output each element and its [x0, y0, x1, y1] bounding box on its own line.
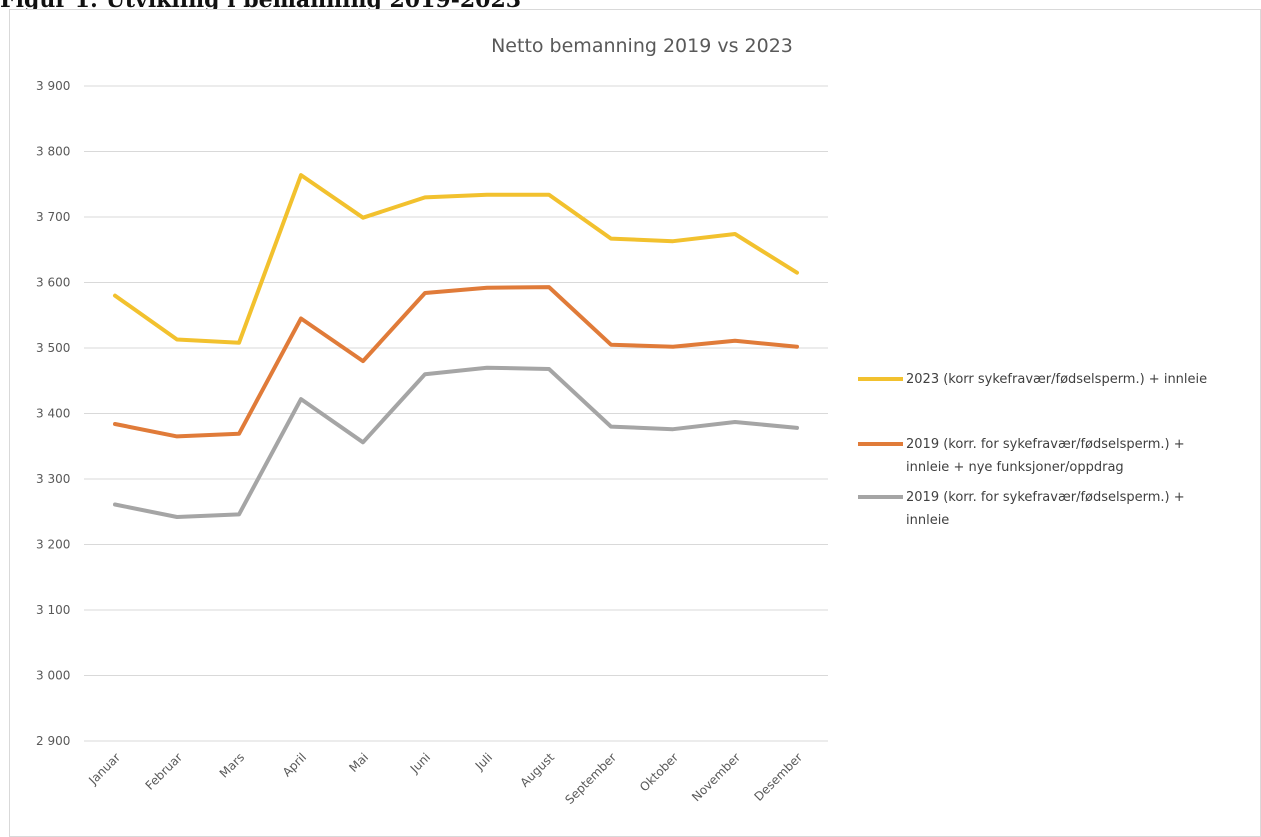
y-tick-label: 2 900	[36, 734, 70, 748]
series-line-1	[113, 173, 799, 345]
legend-label-2: innleie + nye funksjoner/oppdrag	[906, 460, 1124, 475]
x-tick-label: Februar	[143, 750, 186, 793]
gridlines	[84, 85, 828, 742]
y-tick-label: 3 800	[36, 145, 70, 159]
x-tick-label: September	[562, 750, 619, 807]
y-tick-label: 3 600	[36, 276, 70, 290]
series-line-2	[113, 285, 799, 439]
y-tick-label: 3 300	[36, 472, 70, 486]
x-tick-label: November	[689, 750, 743, 804]
x-tick-label: Oktober	[637, 750, 681, 794]
legend: 2023 (korr sykefravær/fødselsperm.) + in…	[858, 372, 1207, 528]
legend-label-1: 2023 (korr sykefravær/fødselsperm.) + in…	[906, 372, 1207, 387]
x-tick-label: Desember	[751, 750, 805, 804]
y-tick-label: 3 200	[36, 538, 70, 552]
y-tick-label: 3 100	[36, 603, 70, 617]
chart-title: Netto bemanning 2019 vs 2023	[491, 35, 793, 57]
x-tick-label: Juni	[407, 750, 433, 776]
legend-label-2: 2019 (korr. for sykefravær/fødselsperm.)…	[906, 437, 1185, 452]
legend-label-3: 2019 (korr. for sykefravær/fødselsperm.)…	[906, 490, 1185, 505]
x-tick-label: April	[280, 750, 309, 779]
series-lines	[113, 173, 799, 519]
y-tick-label: 3 700	[36, 210, 70, 224]
x-tick-label: August	[518, 750, 558, 790]
x-tick-label: Mars	[217, 750, 247, 780]
y-axis-tick-labels: 2 900 3 000 3 100 3 200 3 300 3 400 3 500 3 600…	[36, 79, 70, 748]
x-axis-tick-labels: Januar Februar Mars April Mai Juni Juli August S…	[85, 750, 805, 807]
x-tick-label: Januar	[85, 750, 123, 788]
x-tick-label: Juli	[472, 750, 495, 773]
y-tick-label: 3 000	[36, 669, 70, 683]
y-tick-label: 3 900	[36, 79, 70, 93]
y-tick-label: 3 400	[36, 407, 70, 421]
legend-label-3: innleie	[906, 513, 949, 528]
y-tick-label: 3 500	[36, 341, 70, 355]
x-tick-label: Mai	[346, 750, 371, 775]
series-line-3	[113, 365, 799, 519]
